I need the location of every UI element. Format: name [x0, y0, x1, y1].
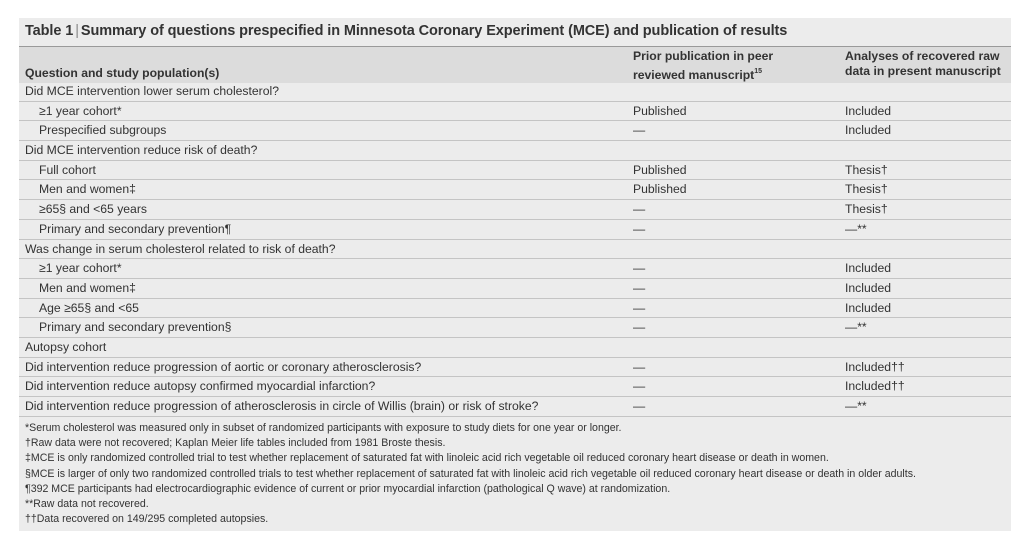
table-row: Did intervention reduce progression of a… — [19, 397, 1011, 417]
cell-prior-publication: — — [633, 359, 646, 374]
footnote: ¶392 MCE participants had electrocardiog… — [25, 482, 671, 495]
cell-analyses: —** — [845, 399, 867, 413]
cell-question: Men and women‡ — [39, 280, 136, 295]
cell-prior-publication: — — [633, 300, 646, 315]
cell-prior-publication: — — [633, 399, 646, 413]
cell-analyses: Included — [845, 300, 892, 315]
table-row: Did intervention reduce progression of a… — [19, 358, 1011, 378]
table-row: Men and women‡ — Included — [19, 279, 1011, 299]
cell-question: Age ≥65§ and <65 — [39, 300, 139, 315]
header-prior-ref: 15 — [754, 68, 763, 75]
cell-question: ≥65§ and <65 years — [39, 202, 147, 217]
cell-analyses: Included — [845, 261, 892, 276]
table-row: ≥65§ and <65 years — Thesis† — [19, 200, 1011, 220]
cell-question: Autopsy cohort — [25, 339, 107, 354]
cell-analyses: —** — [845, 221, 867, 236]
cell-prior-publication: Published — [633, 162, 687, 177]
cell-prior-publication: — — [633, 221, 646, 236]
header-question: Question and study population(s) — [25, 66, 220, 80]
cell-prior-publication: — — [633, 320, 646, 335]
cell-question: Did intervention reduce progression of a… — [25, 359, 422, 374]
cell-prior-publication: Published — [633, 182, 687, 197]
cell-question: Was change in serum cholesterol related … — [25, 241, 336, 256]
cell-analyses: Included — [845, 280, 892, 295]
table-row: Age ≥65§ and <65 — Included — [19, 299, 1011, 319]
header-analyses: Analyses of recovered raw data in presen… — [845, 49, 1001, 79]
cell-prior-publication: — — [633, 261, 646, 276]
table-row: Primary and secondary prevention§ — —** — [19, 318, 1011, 338]
cell-question: ≥1 year cohort* — [39, 103, 122, 118]
header-analyses-line2: data in present manuscript — [845, 64, 1001, 78]
table-row: Prespecified subgroups — Included — [19, 121, 1011, 142]
cell-analyses: Thesis† — [845, 182, 888, 197]
table-row: Did MCE intervention lower serum cholest… — [19, 82, 1011, 102]
table-row: Autopsy cohort — [19, 338, 1011, 358]
cell-question: Did MCE intervention reduce risk of deat… — [25, 143, 258, 158]
table-title: Table 1 | Summary of questions prespecifie… — [25, 23, 787, 39]
cell-prior-publication: Published — [633, 103, 687, 118]
cell-analyses: Included — [845, 123, 892, 138]
table-body: Did MCE intervention lower serum cholest… — [19, 82, 1011, 417]
header-analyses-line1: Analyses of recovered raw — [845, 49, 1000, 63]
header-prior-publication: Prior publication in peer reviewed manus… — [633, 49, 773, 83]
header-prior-line2: reviewed manuscript15 — [633, 64, 773, 83]
table-row: Did intervention reduce autopsy confirme… — [19, 377, 1011, 397]
table-header: Question and study population(s) Prior p… — [19, 46, 1011, 83]
cell-analyses: —** — [845, 320, 867, 335]
footnote: ††Data recovered on 149/295 completed au… — [25, 513, 269, 526]
cell-analyses: Included — [845, 103, 892, 118]
table-panel: Table 1 | Summary of questions prespecifie… — [19, 18, 1011, 531]
table-caption: Summary of questions prespecified in Min… — [80, 23, 788, 39]
cell-analyses: Thesis† — [845, 162, 888, 177]
cell-analyses: Included†† — [845, 379, 905, 394]
header-prior-line1: Prior publication in peer — [633, 49, 774, 63]
cell-analyses: Thesis† — [845, 202, 888, 217]
cell-question: Primary and secondary prevention¶ — [39, 221, 232, 236]
cell-prior-publication: — — [633, 202, 646, 217]
footnote: †Raw data were not recovered; Kaplan Mei… — [25, 437, 446, 450]
table-footnotes: *Serum cholesterol was measured only in … — [25, 421, 1005, 527]
cell-question: Full cohort — [39, 162, 96, 177]
table-row: Primary and secondary prevention¶ — —** — [19, 220, 1011, 240]
cell-question: Did MCE intervention lower serum cholest… — [25, 84, 280, 98]
table-row: Was change in serum cholesterol related … — [19, 240, 1011, 260]
title-separator: | — [75, 23, 79, 39]
table-label: Table 1 — [25, 23, 74, 39]
cell-question: Primary and secondary prevention§ — [39, 320, 232, 335]
table-row: Did MCE intervention reduce risk of deat… — [19, 141, 1011, 161]
footnote: *Serum cholesterol was measured only in … — [25, 422, 622, 434]
table-row: Full cohort Published Thesis† — [19, 161, 1011, 181]
table-row: Men and women‡ Published Thesis† — [19, 180, 1011, 201]
table-row: ≥1 year cohort* Published Included — [19, 102, 1011, 122]
cell-question: ≥1 year cohort* — [39, 261, 122, 276]
cell-analyses: Included†† — [845, 359, 905, 374]
footnote: **Raw data not recovered. — [25, 498, 149, 511]
footnote: ‡MCE is only randomized controlled trial… — [25, 452, 829, 465]
cell-prior-publication: — — [633, 379, 646, 394]
cell-prior-publication: — — [633, 280, 646, 295]
header-prior-line2-text: reviewed manuscript — [633, 68, 755, 82]
table-row: ≥1 year cohort* — Included — [19, 259, 1011, 279]
cell-prior-publication: — — [633, 123, 646, 138]
cell-question: Prespecified subgroups — [39, 123, 167, 138]
footnote: §MCE is larger of only two randomized co… — [25, 467, 916, 480]
cell-question: Men and women‡ — [39, 182, 136, 197]
cell-question: Did intervention reduce progression of a… — [25, 399, 539, 413]
cell-question: Did intervention reduce autopsy confirme… — [25, 379, 376, 394]
